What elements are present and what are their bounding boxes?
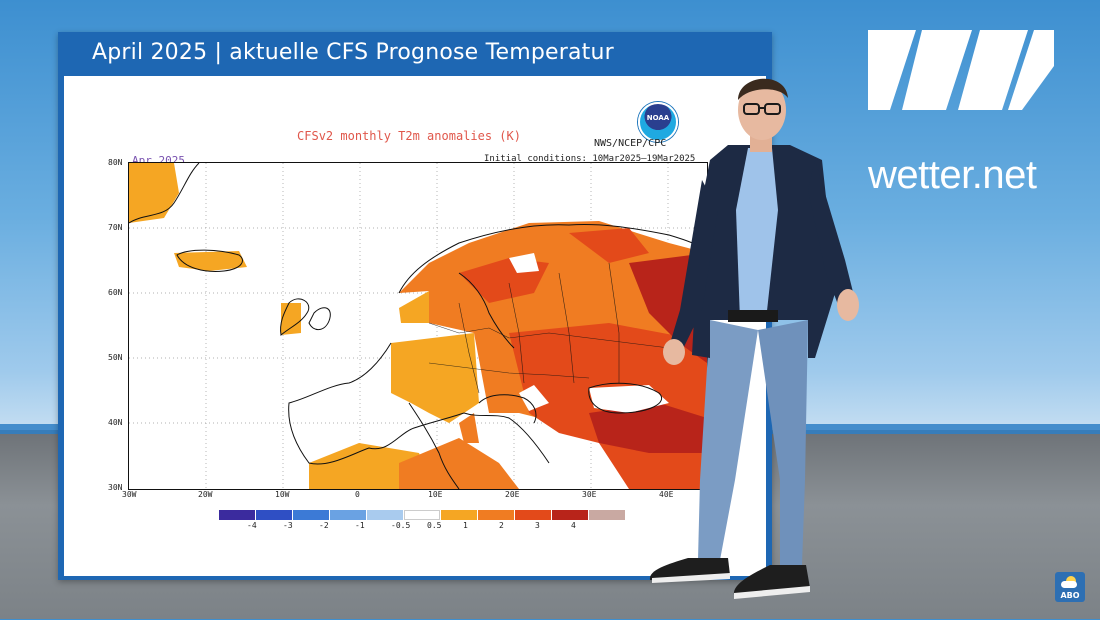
weather-board: April 2025 | aktuelle CFS Prognose Tempe…	[58, 32, 772, 580]
lat-label: 30N	[108, 483, 123, 492]
colorbar-tick-label: 1	[463, 521, 468, 530]
anomaly-map	[128, 162, 708, 490]
colorbar-tick-label: -3	[283, 521, 293, 530]
anomaly-map-graphic	[129, 163, 707, 489]
lat-label: 40N	[108, 418, 123, 427]
colorbar	[219, 510, 626, 520]
subscribe-label: ABO	[1060, 591, 1080, 600]
board-title: April 2025 | aktuelle CFS Prognose Tempe…	[92, 40, 614, 65]
colorbar-tick-label: -2	[319, 521, 329, 530]
colorbar-segment	[330, 510, 367, 520]
noaa-logo-text: NOAA	[646, 114, 670, 122]
coastlines	[129, 163, 707, 489]
noaa-logo: NOAA	[638, 102, 678, 142]
lat-label: 60N	[108, 288, 123, 297]
map-panel: CFSv2 monthly T2m anomalies (K) NOAA NWS…	[64, 76, 766, 576]
colorbar-tick-label: 3	[535, 521, 540, 530]
colorbar-segment	[367, 510, 404, 520]
lon-label: 10W	[275, 490, 290, 499]
neutral-areas	[509, 253, 669, 413]
colorbar-tick-label: -4	[247, 521, 257, 530]
colorbar-tick-label: 4	[571, 521, 576, 530]
lat-label: 50N	[108, 353, 123, 362]
lon-label: 20E	[505, 490, 520, 499]
colorbar-segment	[552, 510, 589, 520]
colorbar-segment	[515, 510, 552, 520]
colorbar-segment	[589, 510, 626, 520]
agency-label: NWS/NCEP/CPC	[594, 138, 667, 149]
country-borders	[428, 262, 670, 394]
colorbar-tick-label: -1	[355, 521, 365, 530]
colorbar-tick-label: 2	[499, 521, 504, 530]
lon-label: 10E	[428, 490, 443, 499]
lon-label: 30W	[122, 490, 137, 499]
colorbar-tick-label: -0.5	[391, 521, 411, 530]
lat-label: 70N	[108, 223, 123, 232]
colorbar-segment	[256, 510, 293, 520]
lon-label: 30E	[582, 490, 597, 499]
colorbar-segment	[478, 510, 515, 520]
presenter-figure	[649, 78, 859, 599]
colorbar-segment	[219, 510, 256, 520]
lat-label: 80N	[108, 158, 123, 167]
lon-label: 0	[355, 490, 360, 499]
map-title: CFSv2 monthly T2m anomalies (K)	[297, 129, 521, 143]
cloud-shape	[1061, 581, 1077, 588]
wetter-net-logo-mark	[868, 30, 1054, 110]
colorbar-segment	[441, 510, 478, 520]
colorbar-tick-label: 0.5	[427, 521, 442, 530]
colorbar-segment	[404, 510, 441, 520]
wetter-net-logo-text: wetter.net	[868, 153, 1037, 197]
subscribe-badge[interactable]: ABO	[1055, 572, 1085, 602]
initial-conditions: Initial conditions: 10Mar2025–19Mar2025	[484, 154, 696, 164]
colorbar-segment	[293, 510, 330, 520]
lon-label: 40E	[659, 490, 674, 499]
lon-label: 20W	[198, 490, 213, 499]
